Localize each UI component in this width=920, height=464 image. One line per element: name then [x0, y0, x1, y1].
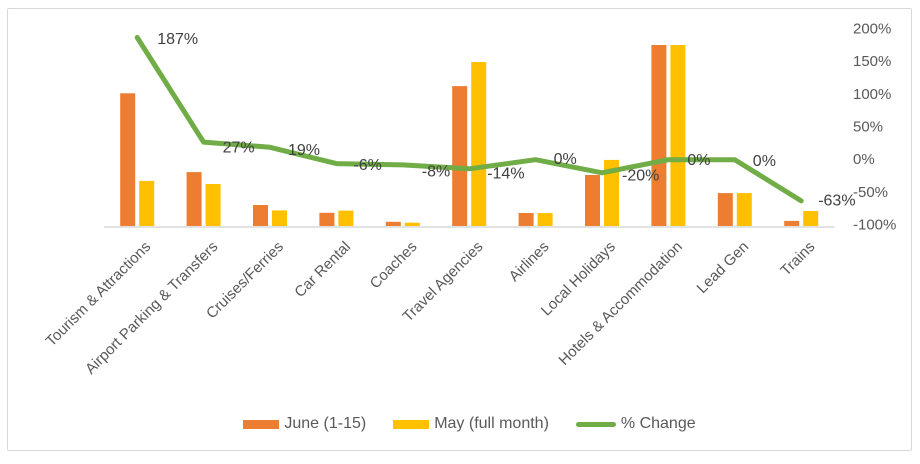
bar-may-3[interactable] [338, 210, 354, 226]
bar-june-0[interactable] [120, 93, 136, 226]
right-axis-tick-3: 50% [853, 119, 883, 136]
legend-swatch-june-icon [243, 419, 280, 429]
right-axis-tick-0: 200% [853, 21, 891, 38]
bar-june-6[interactable] [518, 213, 534, 226]
legend-item-june[interactable]: June (1-15) [243, 416, 366, 432]
bar-may-10[interactable] [803, 211, 819, 226]
legend: June (1-15) May (full month) % Change [104, 413, 835, 435]
bar-june-4[interactable] [385, 221, 401, 226]
legend-swatch-may-icon [393, 419, 430, 429]
data-label-4: -8% [422, 163, 450, 180]
legend-item-pct-change[interactable]: % Change [575, 415, 696, 432]
bar-may-4[interactable] [404, 222, 420, 226]
data-label-5: -14% [487, 165, 524, 182]
legend-label-pct-change: % Change [620, 415, 696, 432]
bar-may-0[interactable] [139, 180, 155, 226]
right-axis-tick-4: 0% [853, 151, 875, 168]
bar-june-1[interactable] [186, 172, 202, 226]
legend-label-may: May (full month) [434, 415, 549, 432]
legend-item-may[interactable]: May (full month) [393, 416, 549, 432]
data-label-10: -63% [818, 192, 855, 209]
bar-june-8[interactable] [651, 45, 667, 226]
bar-june-9[interactable] [717, 193, 733, 226]
pct-change-line[interactable] [134, 35, 804, 204]
data-label-2: 19% [288, 142, 320, 159]
data-label-6: 0% [554, 151, 577, 168]
bar-may-9[interactable] [736, 193, 752, 226]
data-label-1: 27% [223, 140, 255, 157]
bar-june-5[interactable] [452, 86, 468, 226]
right-axis-tick-1: 150% [853, 53, 891, 70]
bar-may-5[interactable] [471, 62, 487, 226]
bar-june-10[interactable] [784, 220, 800, 226]
data-label-7: -20% [622, 167, 659, 184]
bar-june-2[interactable] [253, 205, 268, 226]
bar-june-3[interactable] [319, 212, 335, 226]
bar-may-8[interactable] [670, 45, 686, 226]
bar-june-7[interactable] [585, 175, 600, 226]
bar-may-2[interactable] [272, 210, 287, 226]
data-label-8: 0% [687, 152, 710, 169]
bar-may-7[interactable] [604, 159, 619, 226]
legend-label-june: June (1-15) [284, 415, 367, 432]
right-axis-tick-6: -100% [853, 217, 896, 234]
bar-may-6[interactable] [537, 213, 553, 226]
bar-may-1[interactable] [205, 184, 221, 226]
legend-swatch-pct-change-icon [575, 421, 616, 427]
data-label-0: 187% [157, 31, 198, 48]
right-axis-tick-2: 100% [853, 86, 891, 103]
right-axis-tick-5: -50% [853, 184, 888, 201]
data-label-3: -6% [353, 157, 381, 174]
data-label-9: 0% [753, 153, 776, 170]
